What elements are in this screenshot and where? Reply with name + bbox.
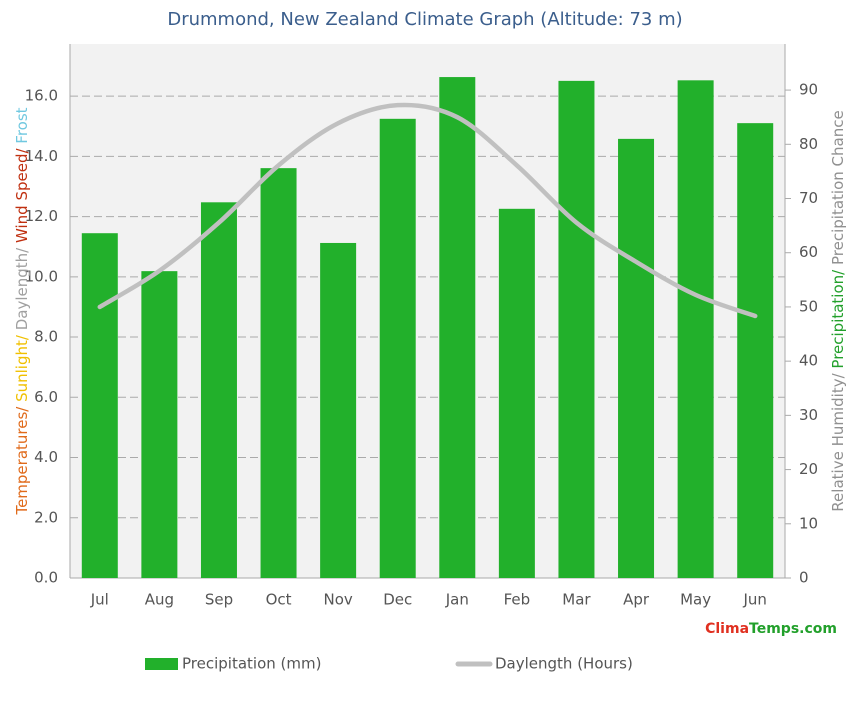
x-tick-label: Dec — [383, 591, 412, 609]
legend-swatch — [145, 658, 178, 670]
watermark: ClimaTemps.com — [705, 621, 837, 637]
y2-tick-label: 90 — [799, 81, 818, 99]
x-tick-label: Nov — [323, 591, 352, 609]
watermark-part: .com — [799, 621, 837, 637]
legend-label: Precipitation (mm) — [182, 655, 321, 673]
bar — [141, 271, 178, 578]
y-tick-label: 14.0 — [25, 147, 58, 165]
y-tick-label: 16.0 — [25, 87, 58, 105]
bar — [379, 118, 416, 579]
y-tick-label: 2.0 — [34, 508, 58, 526]
x-tick-label: Sep — [205, 591, 233, 609]
x-tick-label: Mar — [562, 591, 591, 609]
y-tick-label: 12.0 — [25, 207, 58, 225]
y-tick-label: 0.0 — [34, 569, 58, 587]
y-axis-label-part: Sunlight/ — [13, 330, 31, 402]
y2-axis-label: Relative Humidity/ Precipitation/ Precip… — [829, 110, 847, 511]
plot-area — [70, 44, 785, 578]
x-tick-label: Jun — [742, 591, 766, 609]
bar — [260, 168, 297, 578]
y-tick-label: 6.0 — [34, 388, 58, 406]
x-tick-label: Feb — [504, 591, 531, 609]
y-axis-label-part: Temperatures/ — [13, 402, 31, 516]
y2-axis-label-part: Precipitation Chance — [829, 110, 847, 265]
y2-axis-label-part: Precipitation/ — [829, 265, 847, 369]
y-tick-label: 8.0 — [34, 328, 58, 346]
bar — [558, 80, 595, 578]
x-tick-label: Jul — [90, 591, 109, 609]
y-axis-label-part: Wind Speed/ — [13, 144, 31, 243]
y-tick-label: 10.0 — [25, 267, 58, 285]
y2-axis-label-part: Relative Humidity/ — [829, 369, 847, 512]
y2-tick-label: 20 — [799, 460, 818, 478]
bar — [439, 77, 476, 578]
y2-tick-label: 50 — [799, 297, 818, 315]
bar — [737, 123, 774, 578]
y2-tick-label: 30 — [799, 406, 818, 424]
y-axis-label-part: Frost — [13, 107, 31, 143]
bar — [320, 242, 357, 578]
bar — [677, 80, 714, 578]
legend-label: Daylength (Hours) — [495, 655, 633, 673]
y2-tick-label: 40 — [799, 352, 818, 370]
y-axis-label-part: Daylength/ — [13, 243, 31, 330]
x-tick-label: Apr — [623, 591, 650, 609]
y2-tick-label: 60 — [799, 243, 818, 261]
x-tick-label: May — [680, 591, 711, 609]
bar — [81, 233, 118, 579]
x-tick-label: Jan — [445, 591, 469, 609]
bar — [498, 208, 535, 579]
chart-title: Drummond, New Zealand Climate Graph (Alt… — [167, 9, 682, 30]
watermark-part: Temps — [749, 621, 799, 637]
watermark-part: Clima — [705, 621, 749, 637]
line — [97, 102, 758, 319]
y-tick-label: 4.0 — [34, 448, 58, 466]
bar — [618, 138, 655, 578]
x-tick-label: Oct — [266, 591, 292, 609]
y-axis-label: Temperatures/ Sunlight/ Daylength/ Wind … — [13, 107, 31, 515]
y2-tick-label: 10 — [799, 514, 818, 532]
y2-tick-label: 0 — [799, 569, 809, 587]
bar — [200, 202, 237, 578]
y2-tick-label: 70 — [799, 189, 818, 207]
y2-tick-label: 80 — [799, 135, 818, 153]
x-tick-label: Aug — [145, 591, 174, 609]
